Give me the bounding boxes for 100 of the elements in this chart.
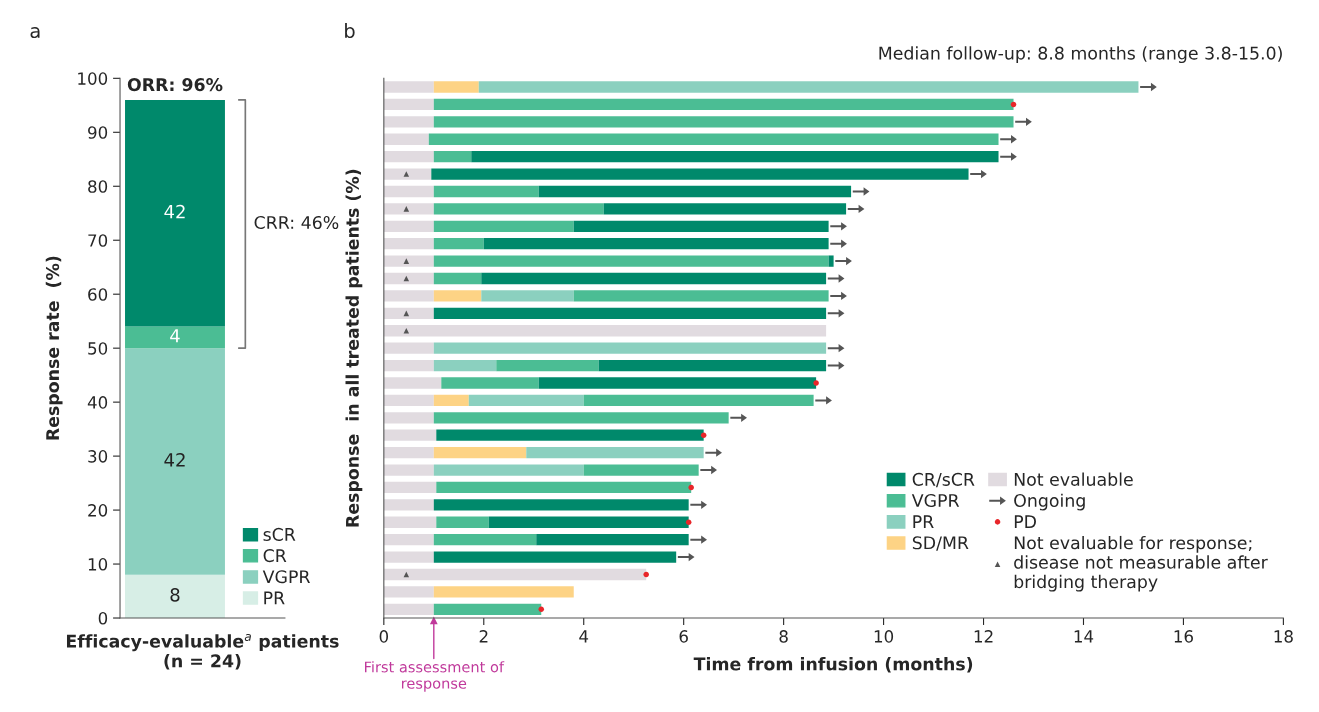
bar [383, 568, 647, 581]
x-axis-title: Time from infusion (months) [693, 657, 973, 673]
point [403, 310, 410, 317]
bar [603, 203, 847, 215]
bar [383, 359, 434, 372]
y-axis-title: Response rate (%) [45, 256, 63, 440]
legend-label: CR/sCR [912, 472, 975, 488]
bar [383, 603, 434, 615]
bar [383, 516, 437, 528]
point [538, 606, 545, 613]
point [403, 275, 410, 282]
legend-label: VGPR [911, 493, 960, 508]
bar [383, 307, 434, 320]
annotation: ORR: 96% [127, 78, 223, 92]
bar [481, 272, 827, 285]
y-tick-label: 10 [88, 558, 108, 571]
bar [478, 81, 1139, 93]
bar [583, 394, 814, 407]
bar [383, 220, 434, 232]
chart-title: a [30, 26, 40, 39]
x-axis-title: Efficacy-evaluable$^{a}$ patients (n = 24) [67, 633, 339, 670]
y-tick-label: 90 [88, 126, 108, 139]
bar [433, 290, 482, 302]
point [813, 380, 819, 386]
bar [526, 446, 704, 459]
x-tick-label: 12 [974, 630, 993, 643]
bar [471, 151, 999, 163]
x-tick-label: 0 [379, 630, 389, 643]
legend-label: Not evaluable for response; disease not measurable after bridging therapy [1014, 535, 1268, 592]
x-tick-label: 18 [1274, 630, 1293, 643]
bar [383, 168, 432, 180]
x-tick-label: 16 [1174, 630, 1193, 643]
bar [468, 394, 584, 407]
bar [125, 348, 225, 575]
bar [383, 203, 434, 215]
text: CRR: 46% [254, 215, 339, 230]
bar [828, 255, 834, 267]
bar [433, 342, 827, 354]
point [403, 571, 410, 578]
bar [383, 377, 442, 389]
legend-label: Not evaluable [1014, 472, 1133, 486]
bar [433, 98, 1014, 111]
bar [125, 574, 225, 619]
ref-line-label: First assessment of response [365, 661, 505, 692]
y-axis-title: Response in all treated patients (%) [345, 169, 363, 527]
y-tick-label: 40 [87, 396, 108, 409]
bar [383, 551, 434, 563]
bar [433, 185, 539, 198]
bar [481, 290, 574, 302]
bar [383, 429, 437, 441]
bar [441, 377, 539, 389]
bar [433, 272, 482, 285]
point [700, 432, 707, 438]
bar [383, 325, 827, 337]
bar [538, 185, 852, 198]
bar [536, 534, 689, 546]
bar [383, 342, 434, 354]
bar [433, 464, 584, 476]
x-tick-label: 8 [779, 630, 788, 643]
bar [598, 359, 827, 372]
y-tick-label: 60 [88, 288, 108, 301]
legend-label: CR [263, 549, 287, 563]
bar [436, 516, 489, 528]
bar [573, 220, 829, 232]
bar [383, 272, 434, 285]
y-tick-label: 70 [88, 234, 108, 247]
bar [125, 99, 225, 327]
x-tick-label: 14 [1074, 630, 1094, 643]
bar [383, 464, 434, 476]
bar [538, 377, 817, 389]
data-label: 42 [164, 453, 185, 467]
bar [433, 446, 527, 459]
bar [433, 359, 497, 372]
x-tick-label: 6 [679, 630, 688, 643]
data-label: 4 [170, 329, 180, 343]
y-tick-label: 80 [88, 180, 108, 193]
x-tick-label: 4 [579, 630, 589, 643]
point [403, 327, 410, 334]
bar [433, 151, 472, 163]
bar [436, 481, 692, 494]
x-tick-label: 2 [479, 630, 488, 643]
y-tick-label: 50 [88, 342, 108, 355]
legend-label: sCR [263, 527, 296, 541]
chart-title: b [345, 23, 355, 39]
bar [428, 133, 999, 145]
legend-label: Ongoing [1014, 493, 1085, 511]
bar [383, 534, 434, 546]
bar [433, 203, 604, 215]
point [688, 484, 694, 491]
bar [433, 116, 1014, 128]
bar [383, 133, 429, 145]
y-tick-label: 0 [98, 611, 108, 625]
bar [383, 238, 434, 250]
legend-label: VGPR [262, 570, 310, 584]
bar [383, 255, 434, 267]
bar [383, 446, 434, 459]
point [403, 171, 410, 177]
bar [433, 255, 829, 267]
data-label: 42 [164, 204, 185, 219]
bar [431, 168, 969, 180]
